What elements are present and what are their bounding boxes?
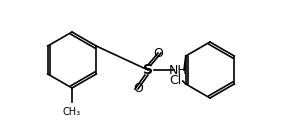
Text: NH: NH bbox=[169, 63, 187, 77]
Text: O: O bbox=[133, 82, 143, 95]
Text: O: O bbox=[153, 47, 163, 60]
Text: CH₃: CH₃ bbox=[63, 107, 81, 117]
Text: S: S bbox=[143, 63, 153, 77]
Text: Cl: Cl bbox=[170, 74, 182, 87]
